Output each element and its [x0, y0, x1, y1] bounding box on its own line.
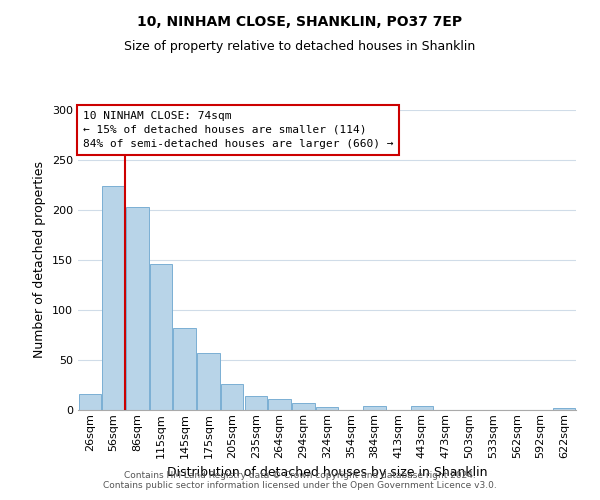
X-axis label: Distribution of detached houses by size in Shanklin: Distribution of detached houses by size … — [167, 466, 487, 479]
Text: Contains HM Land Registry data © Crown copyright and database right 2024.
Contai: Contains HM Land Registry data © Crown c… — [103, 470, 497, 490]
Bar — [316, 407, 338, 410]
Text: Size of property relative to detached houses in Shanklin: Size of property relative to detached ho… — [124, 40, 476, 53]
Text: 10, NINHAM CLOSE, SHANKLIN, PO37 7EP: 10, NINHAM CLOSE, SHANKLIN, PO37 7EP — [137, 15, 463, 29]
Bar — [150, 264, 172, 410]
Bar — [553, 408, 575, 410]
Bar — [126, 207, 149, 410]
Bar — [79, 394, 101, 410]
Bar — [173, 328, 196, 410]
Text: 10 NINHAM CLOSE: 74sqm
← 15% of detached houses are smaller (114)
84% of semi-de: 10 NINHAM CLOSE: 74sqm ← 15% of detached… — [83, 111, 393, 149]
Bar — [268, 399, 291, 410]
Bar — [103, 186, 125, 410]
Bar — [221, 384, 244, 410]
Bar — [197, 353, 220, 410]
Y-axis label: Number of detached properties: Number of detached properties — [34, 162, 46, 358]
Bar — [363, 406, 386, 410]
Bar — [245, 396, 267, 410]
Bar — [292, 403, 314, 410]
Bar — [410, 406, 433, 410]
